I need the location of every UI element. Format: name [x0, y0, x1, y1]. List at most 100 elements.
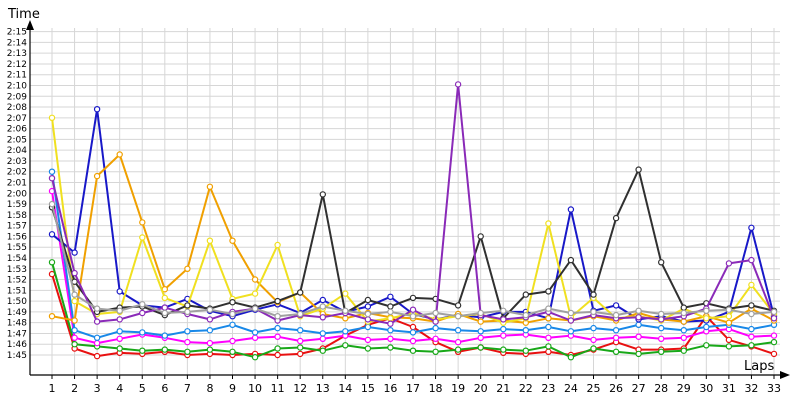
data-point [567, 354, 575, 361]
x-tick-label: 16 [383, 382, 397, 395]
data-point [567, 256, 575, 264]
data-point [274, 351, 281, 359]
y-tick-label: 2:03 [7, 157, 27, 167]
series-9 [48, 81, 778, 327]
data-point [161, 309, 168, 317]
y-tick-label: 1:50 [7, 297, 27, 307]
data-point [725, 336, 733, 344]
data-point [658, 335, 665, 342]
y-tick-label: 1:48 [7, 319, 27, 329]
data-point [770, 332, 778, 339]
data-point [206, 237, 214, 244]
data-point [635, 350, 642, 358]
data-point [680, 309, 688, 317]
data-point [545, 305, 552, 312]
data-point [477, 233, 484, 240]
y-tick-label: 2:00 [7, 189, 27, 199]
series-layer [48, 81, 778, 361]
data-point [364, 316, 372, 323]
data-point [635, 166, 642, 173]
x-tick-label: 2 [71, 382, 78, 395]
data-point [409, 323, 417, 331]
y-axis-title: Time [7, 7, 40, 22]
data-point [116, 151, 123, 158]
data-point [139, 329, 146, 336]
data-point [387, 320, 394, 327]
data-point [545, 323, 552, 331]
data-point [229, 299, 236, 306]
y-tick-label: 2:05 [7, 135, 27, 145]
data-point [454, 338, 462, 346]
data-point [184, 338, 191, 346]
data-point [71, 249, 78, 256]
data-point [545, 334, 552, 341]
data-point [409, 347, 417, 354]
data-point [342, 290, 349, 297]
data-point [274, 324, 281, 332]
data-point [71, 327, 78, 334]
data-point [680, 318, 688, 325]
data-point [251, 329, 259, 336]
data-point [770, 308, 778, 316]
x-tick-label: 7 [184, 382, 191, 395]
data-point [297, 327, 304, 334]
data-point [297, 337, 304, 345]
data-point [319, 335, 326, 342]
data-point [297, 350, 304, 358]
y-tick-label: 2:09 [7, 92, 27, 102]
y-tick-label: 1:55 [7, 243, 27, 253]
data-point [432, 324, 439, 332]
data-point [319, 303, 326, 310]
x-tick-label: 28 [654, 382, 668, 395]
y-tick-label: 1:59 [7, 200, 27, 210]
y-tick-label: 2:02 [7, 168, 27, 178]
y-tick-label: 2:06 [7, 125, 27, 135]
data-point [477, 328, 484, 335]
data-point [206, 306, 214, 313]
data-point [161, 346, 168, 353]
data-point [184, 328, 191, 335]
data-point [139, 301, 146, 308]
x-tick-label: 22 [519, 382, 533, 395]
x-tick-label: 15 [361, 382, 375, 395]
data-point [680, 304, 688, 311]
data-point [48, 313, 56, 320]
data-point [251, 305, 259, 312]
x-tick-label: 11 [271, 382, 285, 395]
data-point [748, 325, 755, 333]
data-point [590, 291, 597, 298]
x-tick-label: 21 [496, 382, 510, 395]
data-point [161, 294, 168, 302]
x-tick-label: 26 [609, 382, 623, 395]
data-point [454, 302, 462, 309]
data-point [612, 302, 620, 309]
data-point [432, 309, 439, 317]
data-point [522, 311, 530, 319]
data-point [48, 200, 56, 208]
data-point [206, 316, 214, 323]
data-point [703, 315, 710, 322]
data-point [297, 310, 304, 318]
data-point [116, 328, 123, 335]
data-point [612, 348, 620, 355]
x-tick-label: 17 [406, 382, 420, 395]
data-point [139, 219, 146, 226]
y-tick-label: 1:52 [7, 276, 27, 286]
data-point [387, 335, 394, 342]
data-point [454, 346, 462, 353]
x-tick-label: 33 [767, 382, 781, 395]
data-point [635, 314, 642, 321]
data-point [387, 344, 394, 351]
data-point [725, 319, 733, 326]
y-tick-label: 2:14 [7, 38, 27, 48]
data-point [342, 307, 349, 314]
x-tick-label: 19 [451, 382, 465, 395]
data-point [251, 276, 259, 283]
data-point [93, 105, 101, 113]
data-point [364, 345, 372, 352]
data-point [274, 241, 281, 249]
data-point [612, 311, 620, 319]
data-point [500, 307, 507, 314]
data-point [274, 313, 281, 320]
data-point [161, 304, 168, 311]
